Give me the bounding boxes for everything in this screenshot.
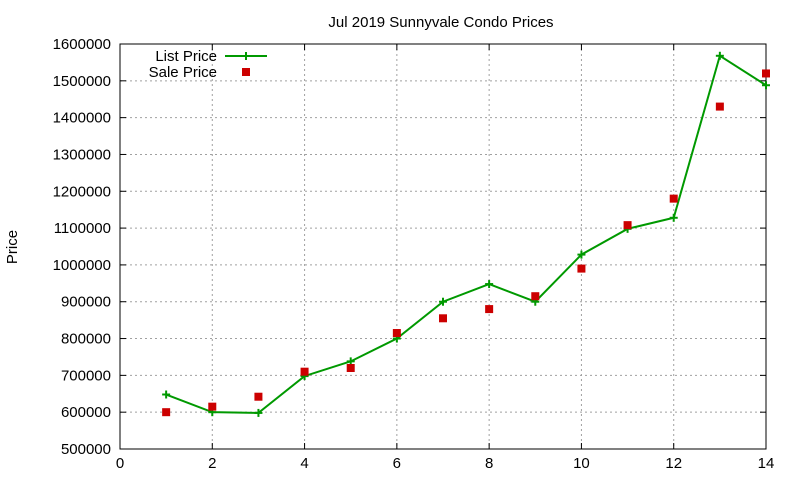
chart-title: Jul 2019 Sunnyvale Condo Prices	[328, 14, 553, 31]
y-tick-label: 500000	[61, 441, 111, 458]
y-tick-label: 900000	[61, 294, 111, 311]
sale-price-point	[485, 305, 494, 314]
x-tick-label: 0	[116, 455, 124, 472]
sale-price-point	[208, 402, 217, 411]
sale-price-point	[762, 69, 770, 78]
sale-price-point	[439, 314, 447, 323]
axes: 0 2 4 6 8 10 12 14 500000 600000 700000 800000 90000…	[53, 36, 775, 472]
y-tick-label: 700000	[61, 367, 111, 384]
sale-price-point	[623, 221, 632, 230]
x-tick-label: 4	[300, 455, 308, 472]
legend: List Price Sale Price	[149, 48, 267, 81]
x-tick-label: 2	[208, 455, 216, 472]
legend-swatch-sale-price	[242, 68, 250, 76]
plot-frame	[119, 43, 767, 450]
legend-label-sale-price: Sale Price	[149, 64, 217, 81]
sale-price-point	[300, 367, 309, 376]
sale-price-point	[392, 329, 401, 338]
y-tick-label: 1000000	[53, 257, 111, 274]
sale-price-point	[715, 102, 724, 111]
sale-price-point	[577, 264, 586, 273]
y-tick-label: 1300000	[53, 146, 111, 163]
sale-price-point	[531, 292, 540, 301]
y-tick-label: 1600000	[53, 36, 111, 53]
sale-price-point	[162, 408, 171, 417]
y-tick-label: 1100000	[54, 220, 111, 237]
list-price-point	[577, 250, 586, 259]
list-price-point	[254, 408, 263, 417]
grid	[120, 44, 766, 449]
legend-label-list-price: List Price	[155, 48, 217, 65]
list-price-point	[669, 213, 678, 222]
list-price-point	[439, 297, 447, 306]
x-tick-label: 6	[393, 455, 401, 472]
x-tick-label: 14	[758, 455, 775, 472]
y-tick-label: 1500000	[53, 73, 111, 90]
sale-price-point	[254, 392, 263, 401]
y-tick-label: 1400000	[53, 110, 111, 127]
y-tick-label: 800000	[61, 331, 111, 348]
list-price-point	[715, 51, 724, 60]
y-axis-label: Price	[4, 230, 21, 264]
list-price-point	[762, 81, 770, 90]
y-tick-label: 1200000	[53, 183, 111, 200]
x-tick-label: 10	[573, 455, 590, 472]
list-price-point	[485, 280, 494, 289]
x-tick-label: 8	[485, 455, 493, 472]
x-tick-label: 12	[665, 455, 682, 472]
y-tick-label: 600000	[61, 404, 111, 421]
list-price-line	[165, 54, 767, 414]
list-price-point	[162, 390, 171, 399]
sale-price-point	[669, 194, 678, 203]
series-layer	[162, 51, 770, 417]
sale-price-point	[346, 364, 355, 372]
